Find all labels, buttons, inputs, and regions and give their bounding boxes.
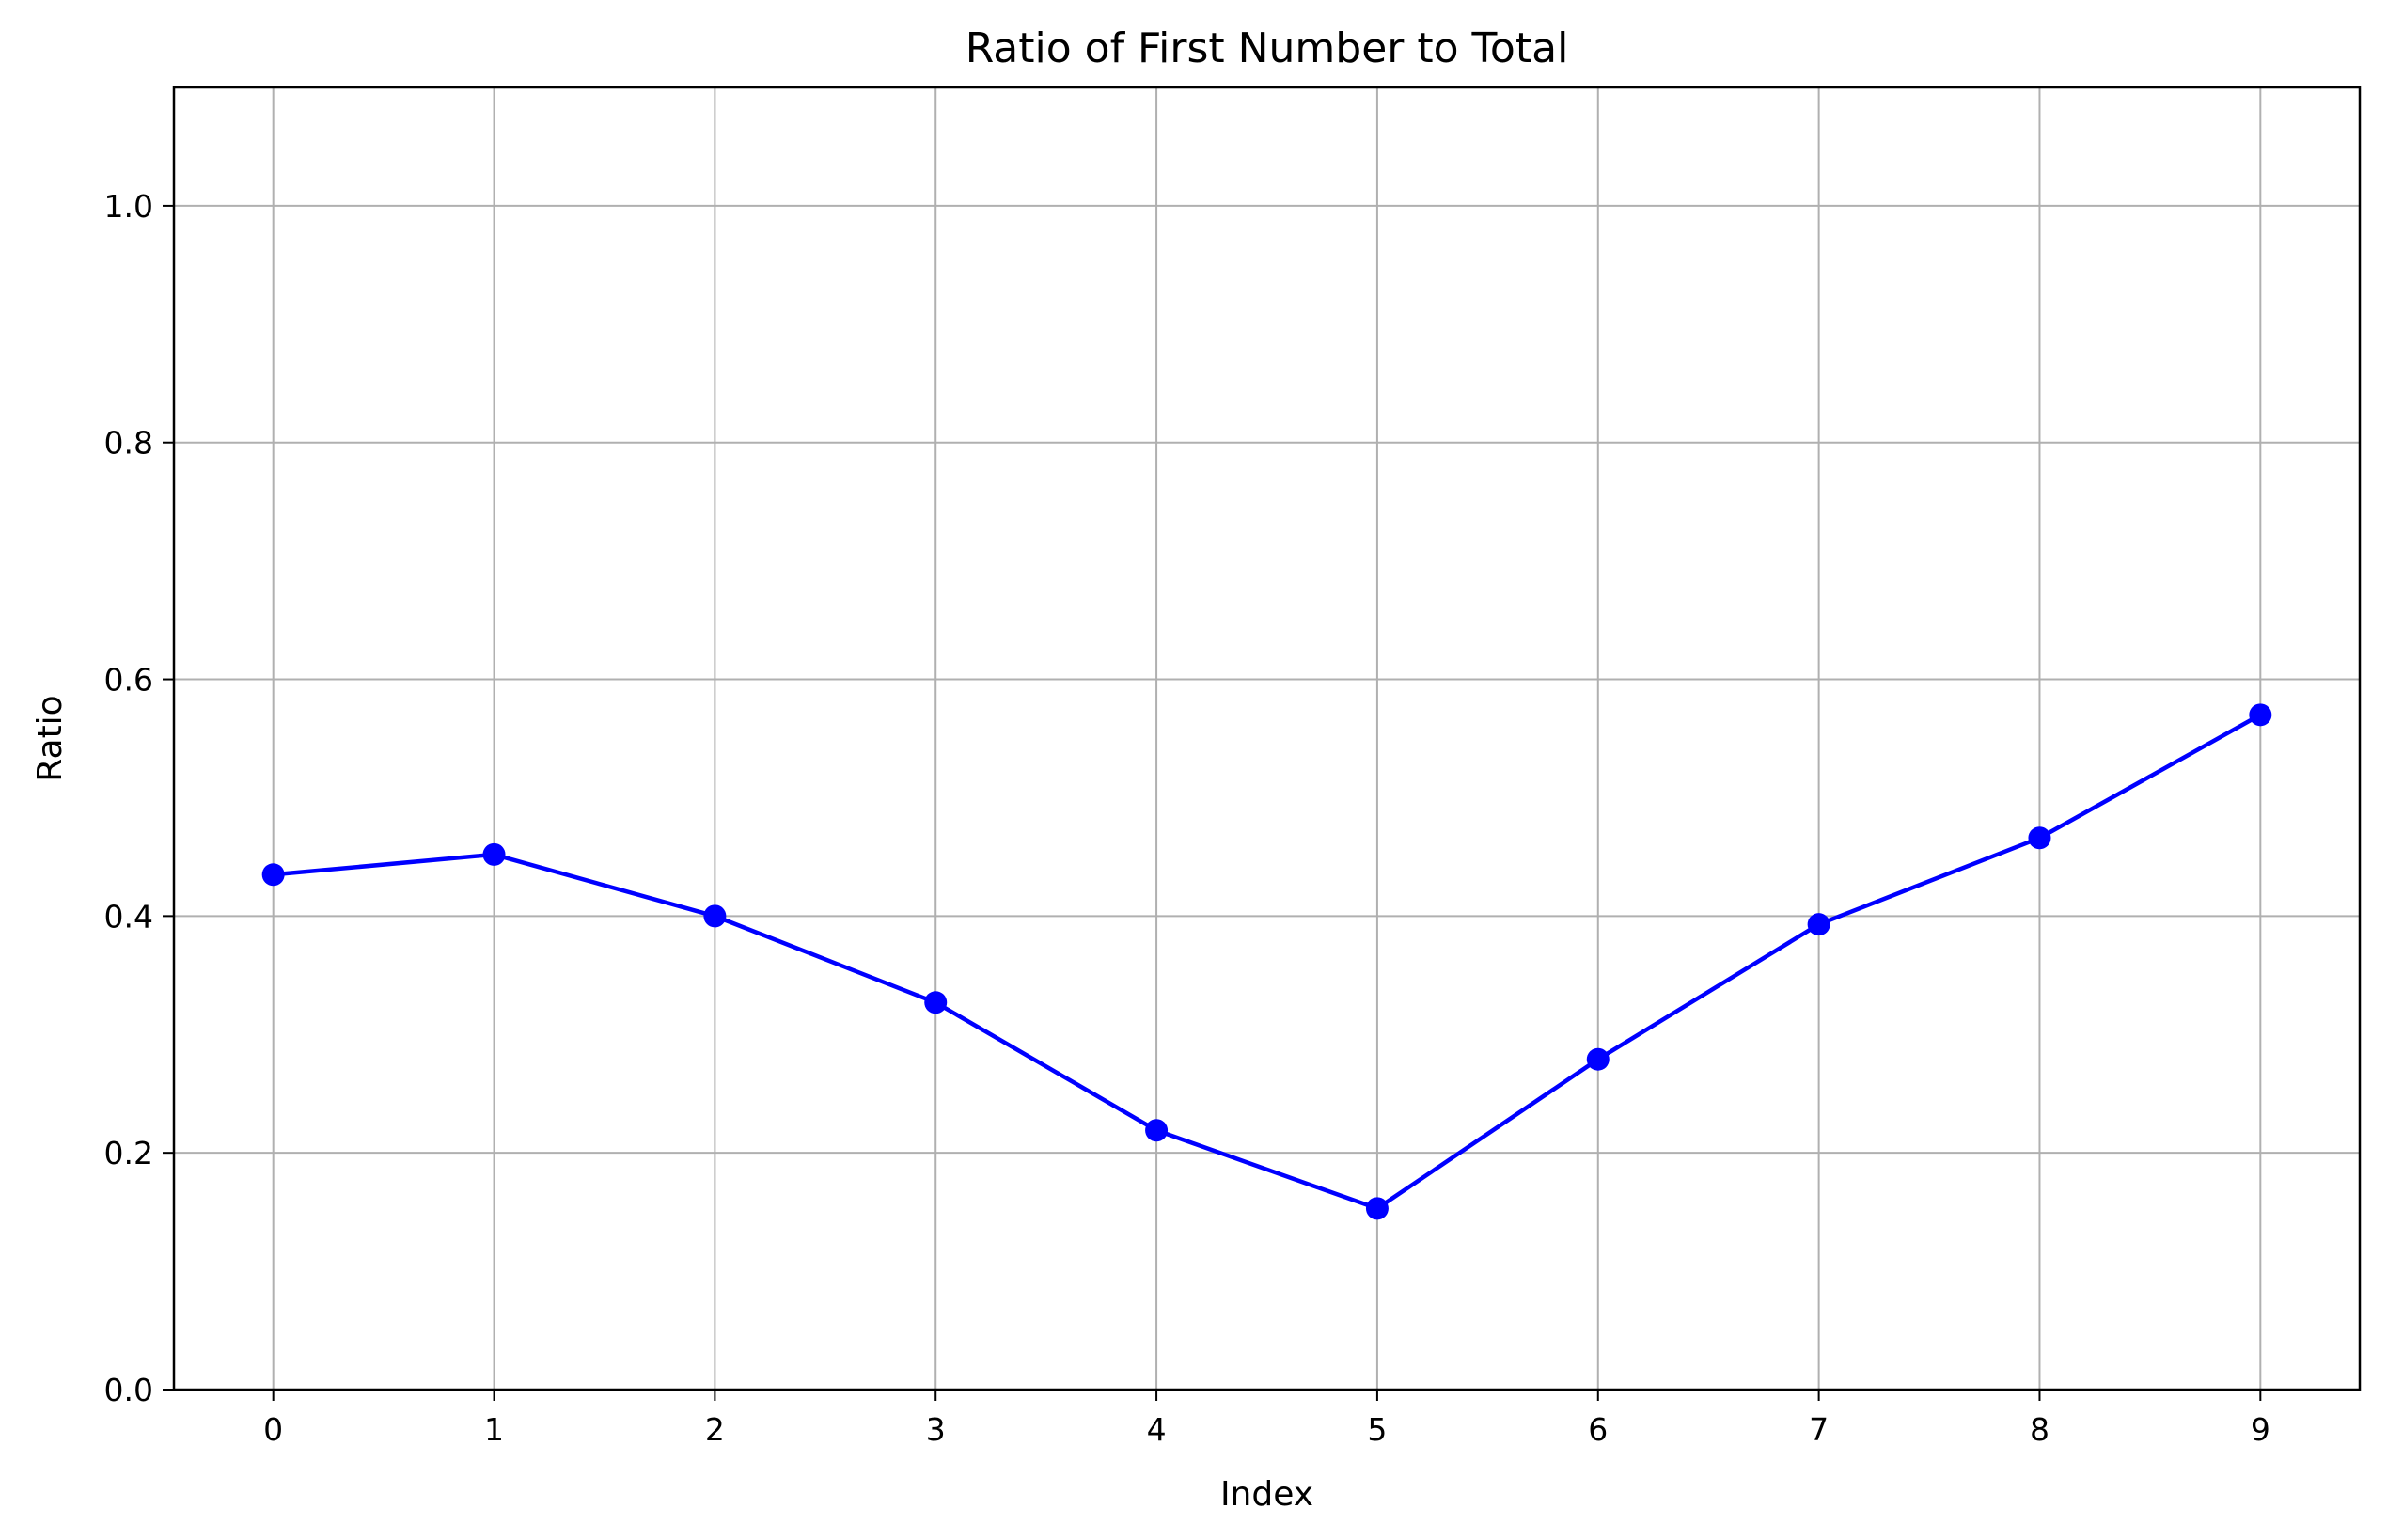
plot-area-frame (172, 86, 2362, 1391)
data-point (1586, 1047, 1610, 1071)
x-tick-label: 9 (2251, 1411, 2270, 1448)
series-line (273, 713, 2262, 1211)
chart-title: Ratio of First Number to Total (966, 24, 1569, 72)
y-axis-label: Ratio (31, 695, 70, 781)
x-tick-label: 7 (1809, 1411, 1829, 1448)
x-tick-label: 5 (1367, 1411, 1387, 1448)
y-axis-ticks: 0.0 0.2 0.4 0.6 0.8 1.0 (104, 188, 174, 1408)
data-point (1145, 1119, 1169, 1142)
data-point (924, 991, 948, 1014)
data-point (1365, 1197, 1389, 1220)
data-point (482, 842, 506, 866)
y-tick-label: 1.0 (104, 188, 153, 225)
x-tick-label: 1 (484, 1411, 504, 1448)
x-tick-label: 6 (1588, 1411, 1608, 1448)
x-tick-label: 0 (263, 1411, 283, 1448)
x-tick-label: 2 (705, 1411, 725, 1448)
y-tick-label: 0.2 (104, 1135, 153, 1171)
x-tick-label: 4 (1147, 1411, 1167, 1448)
data-point (2028, 826, 2051, 850)
data-point (2249, 703, 2272, 727)
x-axis-label: Index (1220, 1475, 1313, 1514)
y-tick-label: 0.6 (104, 662, 153, 699)
data-point (261, 863, 285, 887)
y-tick-label: 0.8 (104, 425, 153, 462)
x-axis-ticks: 0 1 2 3 4 5 6 7 8 9 (263, 1390, 2270, 1448)
data-point (703, 904, 727, 928)
x-tick-label: 3 (926, 1411, 946, 1448)
y-tick-label: 0.4 (104, 898, 153, 935)
data-point (1807, 913, 1830, 936)
x-tick-label: 8 (2030, 1411, 2049, 1448)
series-layer (261, 703, 2272, 1220)
y-tick-label: 0.0 (104, 1372, 153, 1408)
